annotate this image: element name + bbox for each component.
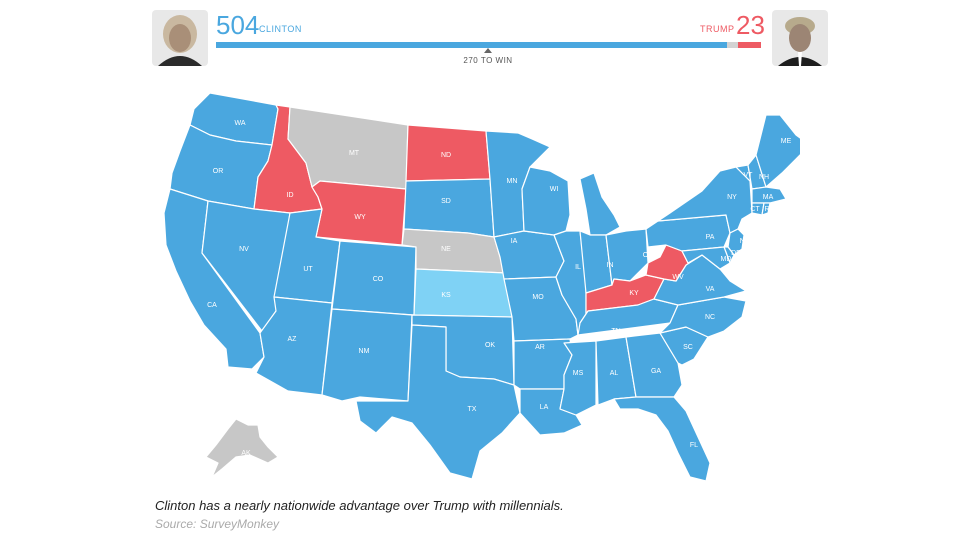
state-tx[interactable] xyxy=(355,324,521,480)
state-label-nd: ND xyxy=(441,152,451,159)
state-label-nh: NH xyxy=(759,174,769,181)
state-label-al: AL xyxy=(610,370,619,377)
state-label-tn: TN xyxy=(611,328,620,335)
state-label-sd: SD xyxy=(441,198,451,205)
state-label-ri: RI xyxy=(765,206,772,213)
state-label-wi: WI xyxy=(550,186,559,193)
state-fl[interactable] xyxy=(613,396,711,482)
state-label-me: ME xyxy=(781,138,792,145)
state-label-oh: OH xyxy=(643,252,654,259)
trump-bar-segment xyxy=(737,42,761,48)
us-electoral-map: WA OR CA ID NV MT WY UT AZ CO NM ND SD NE KS OK TX MN IA MO… xyxy=(163,92,800,482)
map-source: Source: SurveyMonkey xyxy=(155,517,280,531)
state-label-ga: GA xyxy=(651,368,661,375)
state-label-ks: KS xyxy=(441,292,451,299)
state-label-id: ID xyxy=(287,192,294,199)
state-wi[interactable] xyxy=(521,166,571,236)
state-label-ct: CT xyxy=(750,206,760,213)
state-label-ak: AK xyxy=(241,450,251,457)
state-label-ca: CA xyxy=(207,302,217,309)
state-label-tx: TX xyxy=(468,406,477,413)
state-label-nc: NC xyxy=(705,314,715,321)
state-label-ok: OK xyxy=(485,342,495,349)
state-ia[interactable] xyxy=(493,230,565,280)
state-label-mn: MN xyxy=(507,178,518,185)
state-label-fl: FL xyxy=(690,442,698,449)
state-ms[interactable] xyxy=(559,340,597,416)
state-label-or: OR xyxy=(213,168,224,175)
trump-label: TRUMP xyxy=(700,24,735,34)
state-label-wv: WV xyxy=(672,274,684,281)
state-label-nj: NJ xyxy=(740,238,749,245)
state-label-mo: MO xyxy=(532,294,544,301)
state-ak[interactable] xyxy=(205,418,279,478)
state-label-ia: IA xyxy=(511,238,518,245)
state-me[interactable] xyxy=(755,114,800,188)
state-label-sc: SC xyxy=(683,344,693,351)
state-label-nv: NV xyxy=(239,246,249,253)
clinton-electoral-votes: 504 xyxy=(216,10,260,40)
state-label-nm: NM xyxy=(359,348,370,355)
trump-portrait-icon xyxy=(772,10,828,66)
state-nm[interactable] xyxy=(321,308,413,402)
state-label-mi: MI xyxy=(616,204,624,211)
state-mi[interactable] xyxy=(579,172,621,236)
clinton-portrait-icon xyxy=(152,10,208,66)
state-label-va: VA xyxy=(706,286,715,293)
state-wy[interactable] xyxy=(311,180,407,246)
clinton-label: CLINTON xyxy=(259,24,302,34)
state-label-pa: PA xyxy=(706,234,715,241)
win-threshold-label: 270 TO WIN xyxy=(463,56,513,65)
state-ny[interactable] xyxy=(657,166,753,234)
trump-electoral-votes: 23 xyxy=(736,10,765,40)
map-caption: Clinton has a nearly nationwide advantag… xyxy=(155,498,564,513)
state-label-la: LA xyxy=(540,404,549,411)
state-label-ky: KY xyxy=(629,290,639,297)
state-label-mt: MT xyxy=(349,150,360,157)
state-label-ny: NY xyxy=(727,194,737,201)
state-label-ar: AR xyxy=(535,344,545,351)
clinton-bar-segment xyxy=(216,42,727,48)
state-label-in: IN xyxy=(607,262,614,269)
state-label-wy: WY xyxy=(354,214,366,221)
state-sd[interactable] xyxy=(403,178,495,238)
state-label-ut: UT xyxy=(303,266,313,273)
state-label-ne: NE xyxy=(441,246,451,253)
state-label-il: IL xyxy=(575,264,581,271)
state-md[interactable] xyxy=(681,246,731,270)
electoral-vote-bar xyxy=(216,42,761,48)
state-label-co: CO xyxy=(373,276,384,283)
undecided-bar-segment xyxy=(726,42,738,48)
state-ks[interactable] xyxy=(413,268,513,318)
state-ri[interactable] xyxy=(761,202,771,216)
state-label-de: DE xyxy=(731,250,741,257)
state-label-wa: WA xyxy=(234,120,245,127)
state-label-ms: MS xyxy=(573,370,584,377)
win-threshold-marker xyxy=(484,48,492,53)
state-label-md: MD xyxy=(721,256,732,263)
state-label-vt: VT xyxy=(744,172,754,179)
state-label-ma: MA xyxy=(763,194,774,201)
state-label-az: AZ xyxy=(288,336,298,343)
